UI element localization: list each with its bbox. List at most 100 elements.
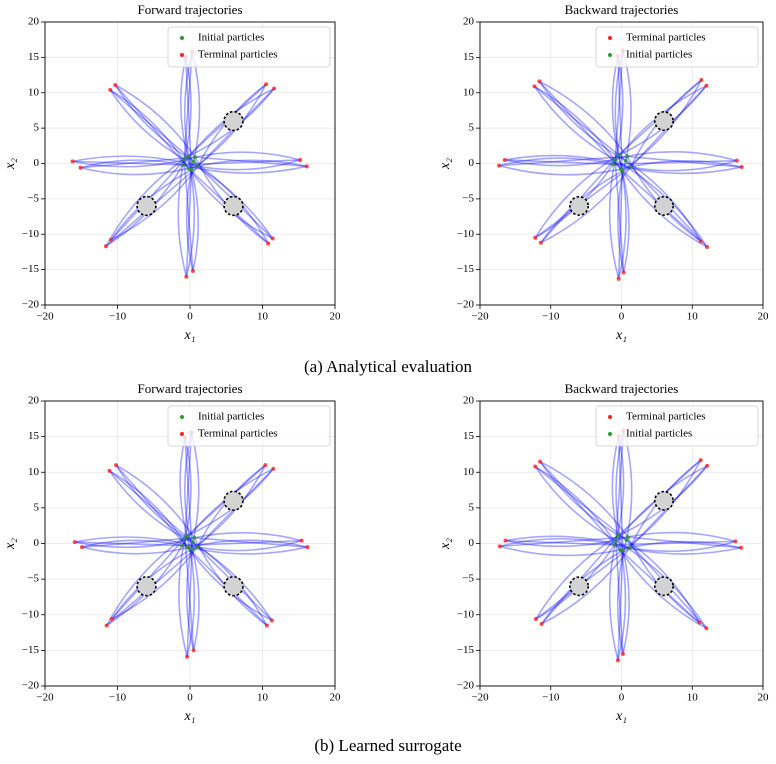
- particle: [734, 158, 739, 163]
- trajectory: [183, 159, 194, 272]
- legend-label: Terminal particles: [198, 428, 278, 440]
- trajectory: [622, 550, 630, 655]
- trajectory: [499, 536, 628, 548]
- trajectory: [630, 159, 738, 172]
- trajectory: [197, 159, 301, 171]
- trajectory: [533, 85, 627, 162]
- particle: [539, 622, 544, 627]
- y-tick-label: −10: [22, 608, 40, 620]
- trajectory: [625, 539, 701, 623]
- particle: [78, 165, 83, 170]
- trajectory: [627, 536, 742, 549]
- trajectory: [181, 544, 308, 555]
- obstacle: [569, 195, 590, 216]
- particle: [180, 543, 185, 548]
- chart-title: Forward trajectories: [137, 2, 242, 17]
- x-tick-label: 20: [758, 311, 770, 323]
- trajectory: [108, 470, 186, 540]
- trajectory: [74, 537, 195, 549]
- particle: [184, 274, 189, 279]
- particle: [699, 78, 704, 83]
- particle: [264, 623, 269, 628]
- trajectory: [179, 437, 188, 536]
- y-axis-label: x₂: [3, 158, 18, 170]
- trajectory: [619, 540, 742, 551]
- x-tick-label: −10: [109, 692, 127, 704]
- y-tick-label: 15: [463, 51, 475, 63]
- particle: [627, 545, 632, 550]
- trajectory: [498, 164, 621, 176]
- caption: (b) Learned surrogate: [314, 736, 461, 755]
- plot-frame: [44, 400, 336, 687]
- particle: [72, 540, 77, 545]
- trajectory: [627, 155, 742, 168]
- y-tick-label: −20: [22, 299, 40, 311]
- trajectory: [608, 540, 619, 661]
- trajectory: [538, 80, 622, 170]
- legend-marker: [608, 53, 612, 57]
- legend-label: Initial particles: [198, 411, 264, 423]
- trajectory: [191, 464, 267, 550]
- particle: [185, 654, 190, 659]
- legend-marker: [180, 53, 184, 57]
- particle: [304, 164, 309, 169]
- x-axis-label: x₁: [615, 709, 627, 724]
- trajectory: [187, 539, 308, 549]
- trajectory: [109, 89, 190, 169]
- particle: [70, 159, 75, 164]
- y-tick-label: −20: [22, 680, 40, 692]
- particle: [538, 459, 543, 464]
- trajectory: [617, 55, 624, 172]
- trajectory: [177, 159, 188, 277]
- y-tick-label: 0: [469, 157, 475, 169]
- particle: [298, 157, 303, 162]
- trajectory: [499, 537, 615, 548]
- x-tick-label: 10: [687, 692, 699, 704]
- trajectory: [105, 155, 189, 247]
- particle: [616, 276, 621, 281]
- plot-frame: [479, 21, 764, 306]
- x-tick-label: 10: [257, 311, 269, 323]
- trajectory: [109, 89, 195, 162]
- trajectory: [614, 540, 736, 546]
- trajectory: [194, 531, 302, 542]
- particle: [182, 536, 187, 541]
- trajectory: [625, 160, 702, 242]
- particle: [195, 164, 200, 169]
- trajectory: [72, 156, 196, 168]
- legend-marker: [608, 36, 612, 40]
- trajectory: [617, 171, 624, 279]
- particle: [266, 241, 271, 246]
- trajectory: [499, 155, 628, 167]
- particle: [195, 545, 200, 550]
- trajectory: [184, 437, 193, 550]
- particle: [190, 547, 195, 552]
- trajectory: [611, 435, 620, 536]
- particle: [185, 533, 190, 538]
- trajectory: [534, 466, 617, 542]
- particle: [733, 539, 738, 544]
- y-tick-label: 15: [463, 430, 475, 442]
- legend-label: Initial particles: [626, 428, 692, 440]
- trajectory: [182, 164, 307, 174]
- legend-label: Initial particles: [626, 49, 692, 61]
- trajectory: [184, 57, 193, 170]
- particle: [185, 154, 190, 159]
- particle: [611, 162, 616, 167]
- chart-title: Backward trajectories: [565, 2, 679, 17]
- y-tick-label: 5: [469, 501, 475, 513]
- trajectory: [534, 85, 622, 170]
- legend-label: Terminal particles: [626, 411, 706, 423]
- y-tick-label: 20: [28, 16, 40, 28]
- trajectory: [629, 540, 736, 553]
- trajectory: [539, 460, 629, 538]
- particle: [114, 463, 119, 468]
- trajectory: [197, 539, 302, 552]
- particle: [615, 533, 620, 538]
- particle: [705, 244, 710, 249]
- particle: [739, 165, 744, 170]
- trajectory: [109, 89, 185, 160]
- trajectory: [615, 435, 625, 541]
- y-tick-label: 15: [28, 51, 40, 63]
- y-tick-label: −5: [462, 573, 474, 585]
